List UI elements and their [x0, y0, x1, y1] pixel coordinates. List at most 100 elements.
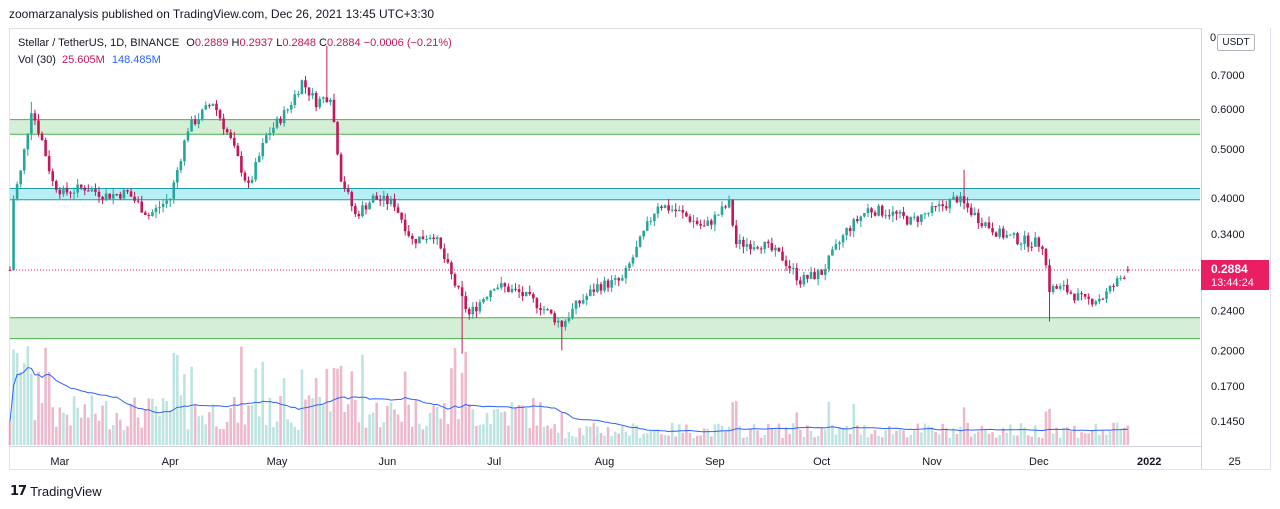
top-bar: zoomarzanalysis published on TradingView… — [0, 0, 1280, 28]
candle-body — [791, 267, 795, 269]
candle-body — [26, 133, 30, 150]
volume-bar — [546, 425, 549, 445]
volume-bar — [852, 403, 856, 445]
candle-body — [421, 236, 425, 240]
volume-bar — [503, 411, 507, 445]
candle-body — [713, 214, 717, 225]
volume-bar — [460, 372, 464, 445]
volume-bar — [514, 407, 517, 445]
candle-body — [197, 119, 200, 125]
volume-bar — [418, 423, 421, 445]
candle-body — [592, 289, 596, 292]
candle-body — [428, 237, 432, 240]
volume-bar — [62, 412, 65, 445]
candle-body — [955, 196, 959, 203]
volume-bar — [1080, 432, 1083, 445]
volume-bar — [909, 435, 912, 445]
candle-body — [952, 196, 955, 200]
candle-body — [101, 196, 104, 200]
volume-bar — [952, 428, 955, 445]
volume-bar — [884, 430, 888, 445]
volume-bar — [699, 435, 702, 445]
volume-bar — [236, 422, 240, 445]
candle-body — [806, 274, 809, 279]
chart-frame[interactable] — [9, 28, 1201, 470]
volume-bar — [766, 423, 770, 445]
volume-bar — [809, 430, 813, 445]
volume-bar — [37, 372, 40, 445]
volume-bar — [467, 403, 471, 445]
volume-bar — [183, 374, 186, 445]
candle-body — [268, 133, 272, 136]
volume-bar — [72, 396, 76, 445]
candle-body — [656, 206, 660, 214]
y-tick-label: 0.4000 — [1211, 193, 1245, 205]
candle-body — [343, 181, 346, 189]
volume-bar — [314, 377, 318, 445]
candle-body — [581, 300, 585, 304]
candle-body — [475, 306, 478, 312]
volume-bar — [1090, 430, 1094, 445]
legend-low-label: L — [276, 37, 283, 49]
candle-body — [382, 195, 386, 201]
legend-symbol[interactable]: Stellar / TetherUS, 1D, BINANCE — [18, 37, 180, 49]
x-tick-label: Dec — [1029, 456, 1049, 468]
y-tick-label: 0.5000 — [1211, 144, 1245, 156]
x-tick-label: Apr — [162, 456, 179, 468]
candle-body — [934, 206, 937, 208]
volume-bar — [129, 403, 133, 445]
volume-bar — [428, 412, 432, 445]
candle-body — [122, 189, 126, 199]
volume-bar — [215, 426, 218, 445]
zone-support — [10, 317, 1200, 339]
volume-bar — [1051, 433, 1055, 445]
candle-body — [439, 237, 443, 249]
volume-bar — [382, 422, 386, 445]
volume-bar — [859, 434, 863, 445]
candle-body — [507, 286, 510, 292]
tradingview-logo[interactable]: 17 TradingView — [10, 484, 102, 499]
volume-bar — [33, 420, 37, 445]
candle-body — [1105, 291, 1108, 299]
candle-body — [435, 237, 439, 240]
volume-bar — [866, 437, 870, 445]
volume-bar — [307, 395, 311, 445]
volume-bar — [507, 425, 510, 445]
volume-bar — [973, 433, 977, 445]
volume-bar — [877, 435, 880, 445]
candle-body — [809, 272, 813, 279]
volume-bar — [76, 407, 79, 445]
volume-bar — [122, 430, 126, 445]
candle-body — [275, 118, 279, 128]
volume-bar — [848, 433, 852, 445]
candle-body — [1005, 234, 1009, 238]
candle-body — [823, 269, 827, 275]
volume-bar — [603, 435, 606, 445]
volume-bar — [994, 437, 998, 445]
volume-bar — [443, 403, 446, 445]
volume-bar — [289, 422, 293, 445]
currency-button[interactable]: USDT — [1217, 34, 1255, 51]
candle-body — [1051, 286, 1055, 293]
x-tick-label: Sep — [705, 456, 725, 468]
volume-bar — [439, 418, 443, 445]
candle-body — [90, 189, 94, 192]
volume-bar — [517, 404, 521, 445]
tradingview-logo-icon: 17 — [10, 484, 27, 499]
candle-body — [898, 211, 902, 214]
volume-bar — [304, 399, 307, 445]
candle-body — [414, 238, 418, 244]
candle-body — [631, 257, 635, 264]
volume-bar — [596, 426, 599, 445]
volume-bar — [564, 438, 567, 445]
volume-bar — [969, 436, 973, 445]
volume-bar — [311, 398, 314, 445]
candle-body — [492, 289, 496, 291]
volume-bar — [873, 430, 877, 445]
candle-body — [987, 222, 991, 229]
volume-bar — [549, 428, 553, 445]
candle-body — [193, 119, 197, 125]
volume-bar — [660, 434, 663, 445]
legend-vol-label[interactable]: Vol (30) — [18, 54, 56, 66]
